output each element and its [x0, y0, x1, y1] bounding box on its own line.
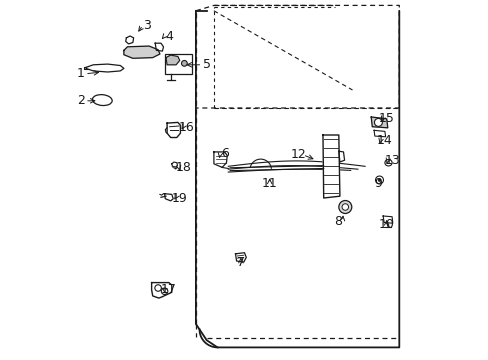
Polygon shape — [155, 43, 163, 51]
Text: 11: 11 — [261, 177, 277, 190]
Polygon shape — [125, 36, 133, 44]
Polygon shape — [166, 55, 179, 65]
Text: 14: 14 — [376, 134, 392, 147]
Polygon shape — [370, 117, 387, 128]
Polygon shape — [235, 253, 246, 262]
Text: 10: 10 — [378, 219, 394, 231]
Polygon shape — [322, 135, 339, 198]
Text: 12: 12 — [290, 148, 306, 161]
Polygon shape — [338, 151, 344, 162]
Text: 8: 8 — [333, 215, 342, 228]
Text: 9: 9 — [373, 177, 381, 190]
Text: 2: 2 — [77, 94, 84, 107]
Ellipse shape — [342, 204, 348, 210]
Text: 4: 4 — [164, 30, 172, 42]
Polygon shape — [123, 46, 160, 58]
Ellipse shape — [384, 159, 391, 166]
Text: 5: 5 — [203, 58, 210, 71]
Polygon shape — [373, 130, 385, 137]
Polygon shape — [86, 64, 123, 72]
Ellipse shape — [338, 201, 351, 213]
Text: 17: 17 — [161, 283, 177, 296]
Text: 6: 6 — [220, 147, 228, 159]
Text: 13: 13 — [384, 154, 399, 167]
Ellipse shape — [181, 60, 187, 66]
Text: 18: 18 — [175, 161, 191, 174]
Polygon shape — [213, 152, 227, 167]
Text: 1: 1 — [77, 67, 84, 80]
Polygon shape — [164, 194, 173, 201]
Text: 15: 15 — [378, 112, 394, 125]
Polygon shape — [171, 162, 177, 167]
Text: 7: 7 — [236, 256, 244, 269]
Ellipse shape — [374, 118, 382, 126]
Polygon shape — [167, 122, 180, 138]
Text: 3: 3 — [143, 19, 151, 32]
Text: 16: 16 — [179, 121, 194, 134]
Text: 19: 19 — [171, 192, 187, 204]
Ellipse shape — [375, 176, 383, 184]
Ellipse shape — [377, 179, 380, 181]
Polygon shape — [382, 216, 392, 223]
Polygon shape — [151, 283, 171, 298]
